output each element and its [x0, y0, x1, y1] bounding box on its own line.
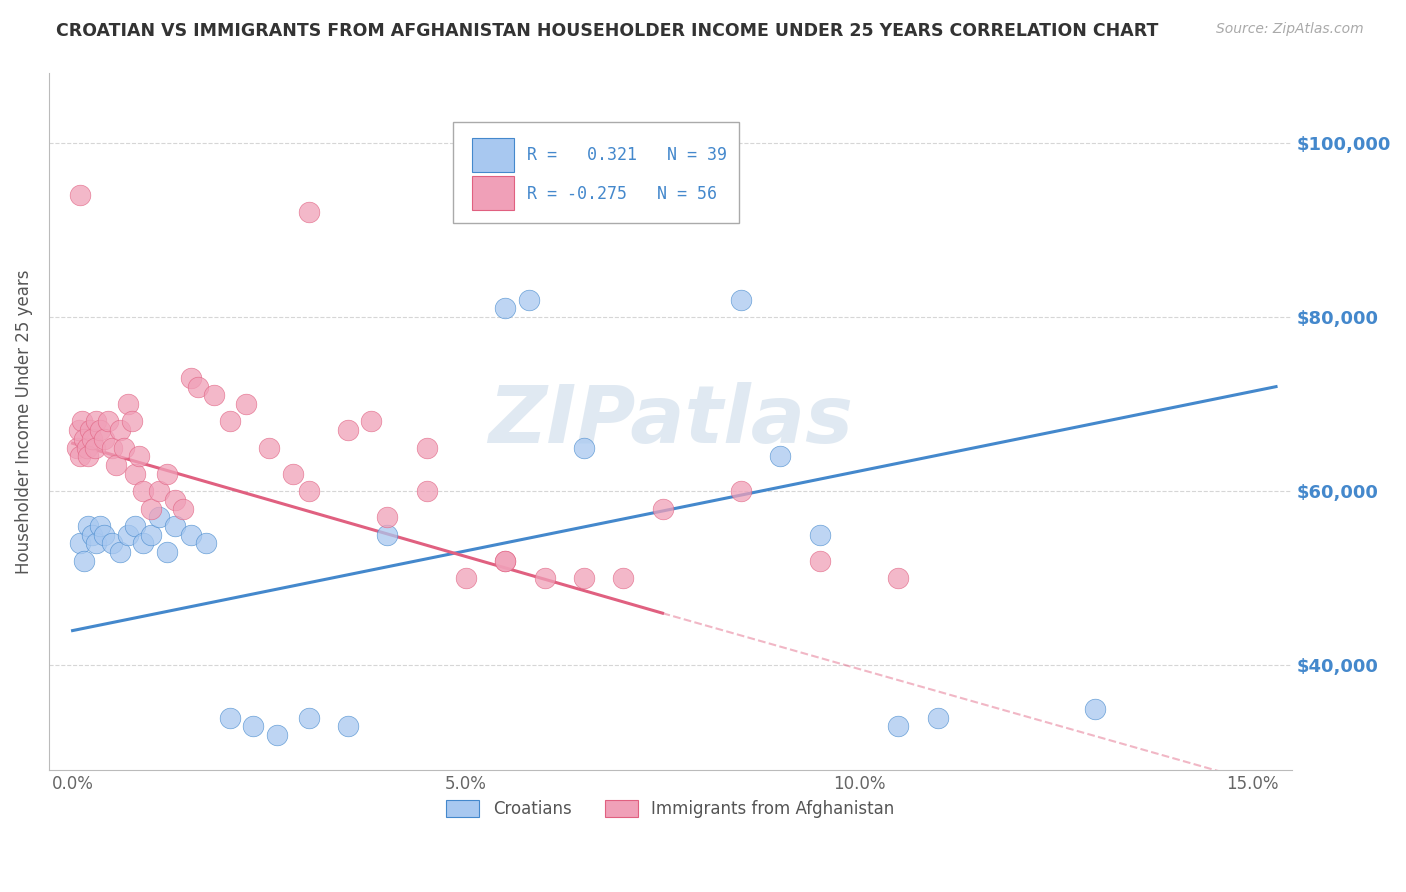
- Point: [65, 441, 87, 455]
- Point: [360, 415, 382, 429]
- Point: [69, 536, 91, 550]
- Point: [148, 510, 170, 524]
- Point: [494, 554, 516, 568]
- Point: [82, 432, 104, 446]
- Point: [651, 501, 673, 516]
- Text: R =   0.321   N = 39: R = 0.321 N = 39: [527, 146, 727, 164]
- Point: [415, 441, 437, 455]
- Point: [257, 441, 280, 455]
- Point: [156, 467, 179, 481]
- Point: [89, 519, 111, 533]
- Point: [927, 711, 949, 725]
- Point: [172, 501, 194, 516]
- FancyBboxPatch shape: [453, 122, 738, 223]
- Point: [375, 510, 398, 524]
- Point: [117, 397, 139, 411]
- Point: [84, 536, 107, 550]
- Point: [297, 711, 319, 725]
- Point: [219, 415, 242, 429]
- Point: [219, 711, 242, 725]
- Point: [141, 528, 163, 542]
- Point: [112, 441, 135, 455]
- Point: [67, 423, 90, 437]
- Point: [187, 379, 209, 393]
- Point: [141, 501, 163, 516]
- Point: [517, 293, 540, 307]
- Point: [101, 536, 124, 550]
- Point: [156, 545, 179, 559]
- Point: [235, 397, 257, 411]
- Text: ZIPatlas: ZIPatlas: [488, 383, 853, 460]
- Point: [572, 571, 595, 585]
- Point: [128, 450, 150, 464]
- Point: [93, 528, 115, 542]
- Point: [163, 492, 186, 507]
- Point: [104, 458, 127, 472]
- Point: [533, 571, 555, 585]
- Point: [108, 545, 131, 559]
- Point: [887, 571, 910, 585]
- Point: [69, 188, 91, 202]
- Point: [808, 554, 831, 568]
- Point: [84, 415, 107, 429]
- Point: [572, 441, 595, 455]
- Y-axis label: Householder Income Under 25 years: Householder Income Under 25 years: [15, 269, 32, 574]
- Point: [82, 528, 104, 542]
- Point: [132, 484, 155, 499]
- Legend: Croatians, Immigrants from Afghanistan: Croatians, Immigrants from Afghanistan: [439, 793, 901, 824]
- Point: [242, 719, 264, 733]
- Point: [108, 423, 131, 437]
- Point: [101, 441, 124, 455]
- Point: [297, 484, 319, 499]
- Point: [375, 528, 398, 542]
- Point: [97, 415, 120, 429]
- Point: [887, 719, 910, 733]
- Point: [494, 554, 516, 568]
- Point: [89, 423, 111, 437]
- Point: [180, 528, 202, 542]
- FancyBboxPatch shape: [471, 176, 513, 211]
- Text: Source: ZipAtlas.com: Source: ZipAtlas.com: [1216, 22, 1364, 37]
- Point: [70, 415, 93, 429]
- Point: [281, 467, 304, 481]
- Point: [83, 441, 105, 455]
- Point: [730, 293, 752, 307]
- Point: [415, 484, 437, 499]
- Point: [163, 519, 186, 533]
- Point: [1084, 702, 1107, 716]
- Point: [454, 571, 477, 585]
- Point: [336, 423, 359, 437]
- Point: [73, 554, 96, 568]
- Point: [76, 441, 98, 455]
- Point: [494, 301, 516, 316]
- Point: [121, 415, 143, 429]
- Point: [93, 432, 115, 446]
- Point: [124, 467, 146, 481]
- Point: [77, 519, 100, 533]
- Point: [202, 388, 225, 402]
- FancyBboxPatch shape: [471, 137, 513, 172]
- Point: [195, 536, 218, 550]
- Point: [79, 423, 101, 437]
- Point: [297, 205, 319, 219]
- Point: [69, 450, 91, 464]
- Point: [132, 536, 155, 550]
- Point: [124, 519, 146, 533]
- Point: [180, 371, 202, 385]
- Point: [73, 432, 96, 446]
- Text: R = -0.275   N = 56: R = -0.275 N = 56: [527, 185, 717, 202]
- Point: [612, 571, 634, 585]
- Point: [730, 484, 752, 499]
- Point: [266, 728, 288, 742]
- Point: [808, 528, 831, 542]
- Point: [117, 528, 139, 542]
- Text: CROATIAN VS IMMIGRANTS FROM AFGHANISTAN HOUSEHOLDER INCOME UNDER 25 YEARS CORREL: CROATIAN VS IMMIGRANTS FROM AFGHANISTAN …: [56, 22, 1159, 40]
- Point: [769, 450, 792, 464]
- Point: [148, 484, 170, 499]
- Point: [77, 450, 100, 464]
- Point: [336, 719, 359, 733]
